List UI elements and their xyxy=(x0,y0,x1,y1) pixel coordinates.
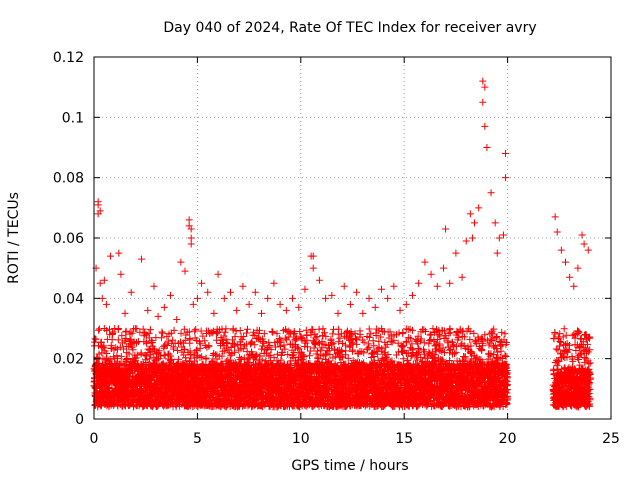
data-point xyxy=(133,351,141,359)
data-point xyxy=(125,350,133,358)
data-points xyxy=(90,77,594,411)
data-point xyxy=(236,326,244,334)
data-point xyxy=(139,325,147,333)
data-point xyxy=(222,325,230,333)
data-point xyxy=(365,325,373,333)
data-point xyxy=(153,356,161,364)
data-point xyxy=(386,328,394,336)
data-point xyxy=(305,352,313,360)
data-point xyxy=(177,329,185,337)
data-point xyxy=(364,340,372,348)
data-point xyxy=(296,328,304,336)
data-point xyxy=(142,338,150,346)
data-point xyxy=(95,326,103,334)
data-point xyxy=(150,345,158,353)
data-point xyxy=(117,352,125,360)
data-point xyxy=(170,345,178,353)
data-point xyxy=(192,325,200,333)
data-point xyxy=(243,325,251,333)
data-point xyxy=(103,350,111,358)
data-point xyxy=(162,341,170,349)
data-point xyxy=(286,329,294,337)
data-point xyxy=(126,340,134,348)
data-point xyxy=(109,328,117,336)
data-point xyxy=(129,346,137,354)
data-point xyxy=(163,341,171,349)
data-point xyxy=(146,326,154,334)
data-point xyxy=(116,361,124,369)
data-point xyxy=(108,384,116,392)
data-point xyxy=(186,336,194,344)
data-point xyxy=(277,342,285,350)
data-point xyxy=(132,354,140,362)
data-point xyxy=(98,349,106,357)
data-point xyxy=(174,346,182,354)
data-point xyxy=(247,339,255,347)
data-point xyxy=(161,351,169,359)
data-point xyxy=(99,343,107,351)
data-point xyxy=(335,338,343,346)
data-point xyxy=(159,329,167,337)
data-point xyxy=(265,338,273,346)
data-point xyxy=(269,328,277,336)
data-point xyxy=(360,349,368,357)
data-point xyxy=(137,349,145,357)
data-point xyxy=(122,327,130,335)
data-point xyxy=(93,354,101,362)
data-point xyxy=(168,356,176,364)
data-point xyxy=(342,347,350,355)
data-point xyxy=(100,344,108,352)
data-point xyxy=(118,332,126,340)
data-point xyxy=(250,328,258,336)
data-point xyxy=(398,348,406,356)
data-point xyxy=(97,339,105,347)
data-point xyxy=(202,354,210,362)
data-point xyxy=(128,329,136,337)
data-point xyxy=(95,360,103,368)
data-point xyxy=(369,337,377,345)
data-point xyxy=(113,352,121,360)
data-point xyxy=(143,339,151,347)
data-point xyxy=(123,354,131,362)
data-point xyxy=(122,335,130,343)
data-point xyxy=(369,349,377,357)
data-point xyxy=(260,330,268,338)
data-point xyxy=(399,355,407,363)
data-point xyxy=(155,347,163,355)
data-point xyxy=(319,325,327,333)
data-point xyxy=(157,352,165,360)
data-point xyxy=(114,355,122,363)
data-point xyxy=(122,355,130,363)
grid xyxy=(94,57,611,419)
data-point xyxy=(114,336,122,344)
data-point xyxy=(112,344,120,352)
chart-title: Day 040 of 2024, Rate Of TEC Index for r… xyxy=(163,20,536,36)
data-point xyxy=(158,328,166,336)
data-point xyxy=(273,350,281,358)
